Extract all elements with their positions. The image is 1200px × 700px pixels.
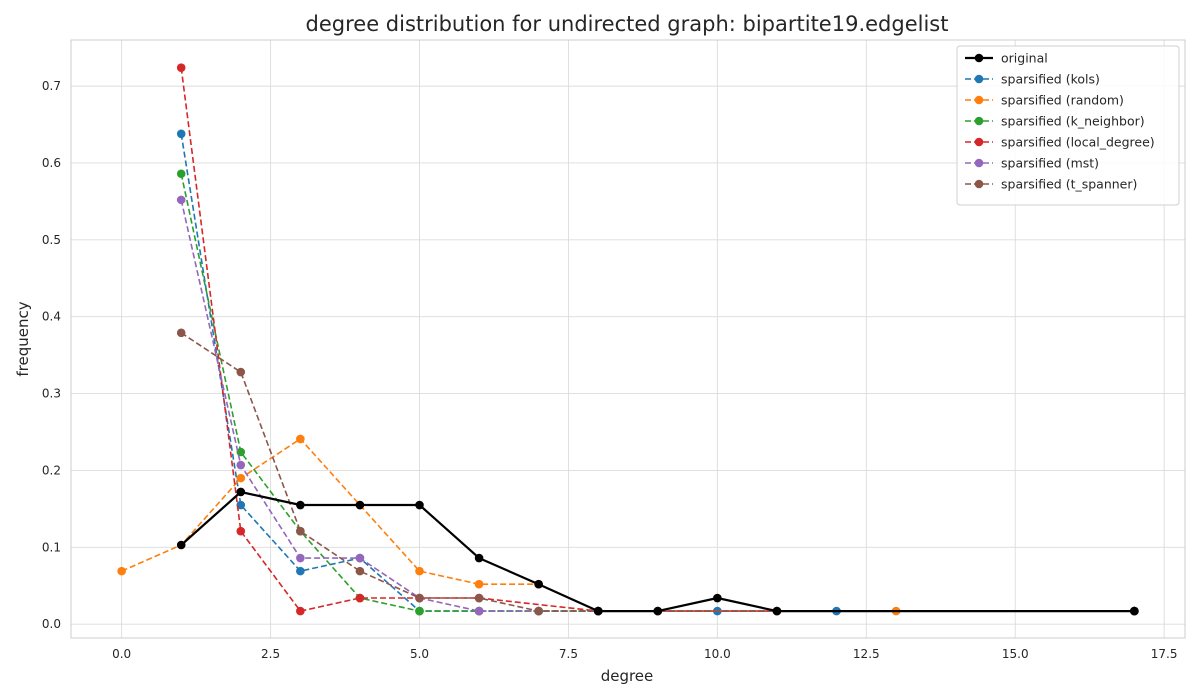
grid: [71, 40, 1185, 638]
y-tick-label: 0.0: [42, 617, 61, 631]
y-tick-label: 0.3: [42, 387, 61, 401]
data-point: [176, 328, 186, 338]
legend-box: [956, 45, 1180, 206]
legend-label: original: [1001, 51, 1048, 66]
series-sparsified-mst: [176, 195, 1139, 616]
data-point: [236, 487, 246, 497]
series-sparsified-random: [117, 434, 901, 616]
legend-marker: [974, 137, 984, 147]
series-original: [176, 487, 1139, 616]
legend-label: sparsified (kols): [1001, 72, 1100, 87]
data-point: [355, 553, 365, 563]
data-point: [355, 500, 365, 510]
x-tick-label: 0.0: [112, 647, 131, 661]
y-tick-label: 0.4: [42, 310, 61, 324]
data-point: [296, 606, 305, 616]
data-point: [236, 460, 246, 470]
y-axis-label: frequency: [14, 301, 32, 376]
data-point: [474, 579, 484, 589]
data-point: [296, 553, 305, 563]
legend-label: sparsified (k_neighbor): [1001, 114, 1145, 129]
data-point: [415, 593, 424, 603]
data-point: [415, 606, 424, 616]
data-point: [117, 566, 126, 576]
data-point: [236, 473, 246, 483]
legend-item-sparsified-mst: sparsified (mst): [965, 156, 1099, 171]
legend-marker: [974, 158, 984, 168]
data-point: [355, 593, 365, 603]
legend-label: sparsified (t_spanner): [1001, 177, 1137, 192]
y-tick-label: 0.2: [42, 463, 61, 477]
data-point: [296, 500, 305, 510]
data-point: [236, 500, 246, 510]
legend-label: sparsified (random): [1001, 93, 1124, 108]
data-point: [176, 195, 186, 205]
series-line-sparsified-k-neighbor: [180, 173, 1135, 612]
data-point: [296, 566, 305, 576]
plot-frame: [70, 39, 1186, 639]
legend-item-sparsified-local-degree: sparsified (local_degree): [965, 135, 1155, 150]
data-point: [772, 606, 782, 616]
data-point: [176, 540, 186, 550]
y-tick-label: 0.7: [42, 79, 61, 93]
legend-item-sparsified-kols: sparsified (kols): [965, 72, 1100, 87]
series-line-original: [180, 490, 1135, 613]
data-point: [653, 606, 663, 616]
x-axis-label: degree: [601, 667, 654, 685]
data-point: [534, 579, 543, 589]
chart-title: degree distribution for undirected graph…: [306, 12, 949, 36]
data-point: [474, 553, 484, 563]
x-tick-label: 15.0: [1002, 647, 1029, 661]
legend-label: sparsified (local_degree): [1001, 135, 1155, 150]
x-tick-label: 17.5: [1151, 647, 1178, 661]
series-line-sparsified-mst: [180, 199, 1135, 612]
data-point: [236, 367, 246, 377]
data-point: [534, 606, 543, 616]
data-point: [236, 447, 246, 457]
series-sparsified-k-neighbor: [176, 169, 1139, 616]
legend: original sparsified (kols) sparsified (ran…: [956, 45, 1180, 206]
data-point: [296, 434, 305, 444]
x-tick-label: 12.5: [853, 647, 880, 661]
series-line-sparsified-local-degree: [180, 67, 1135, 612]
x-tick-label: 7.5: [559, 647, 578, 661]
data-point: [593, 606, 603, 616]
data-point: [236, 526, 246, 536]
legend-item-sparsified-t-spanner: sparsified (t_spanner): [965, 177, 1137, 192]
legend-item-sparsified-random: sparsified (random): [965, 93, 1124, 108]
data-point: [474, 606, 484, 616]
data-point: [176, 63, 186, 72]
legend-marker: [974, 116, 984, 126]
data-point: [296, 526, 305, 536]
legend-item-sparsified-k-neighbor: sparsified (k_neighbor): [965, 114, 1145, 129]
series-line-sparsified-t-spanner: [180, 332, 1135, 612]
legend-marker: [974, 53, 984, 63]
y-tick-label: 0.6: [42, 156, 61, 170]
x-tick-label: 2.5: [261, 647, 280, 661]
legend-item-original: original: [965, 51, 1048, 66]
y-tick-label: 0.5: [42, 233, 61, 247]
series-sparsified-t-spanner: [176, 328, 1139, 616]
data-point: [415, 500, 424, 510]
legend-label: sparsified (mst): [1001, 156, 1099, 171]
x-tick-label: 10.0: [704, 647, 731, 661]
x-tick-label: 5.0: [410, 647, 429, 661]
data-point: [415, 566, 424, 576]
data-point: [474, 593, 484, 603]
legend-marker: [974, 179, 984, 189]
data-point: [176, 169, 186, 179]
y-tick-label: 0.1: [42, 540, 61, 554]
legend-marker: [974, 95, 984, 105]
data-point: [355, 566, 365, 576]
data-point: [1130, 606, 1139, 616]
legend-marker: [974, 74, 984, 84]
data-point: [713, 593, 722, 603]
data-point: [176, 129, 186, 139]
